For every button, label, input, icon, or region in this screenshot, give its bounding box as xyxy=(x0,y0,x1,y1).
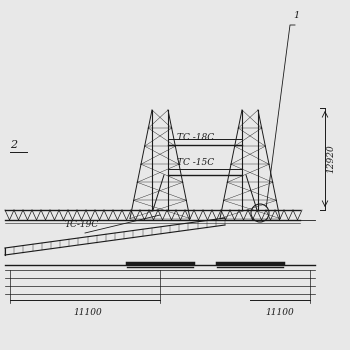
Text: 11100: 11100 xyxy=(266,308,294,317)
Text: TC-19C: TC-19C xyxy=(65,220,99,229)
Text: 2: 2 xyxy=(10,140,17,150)
Text: 12920: 12920 xyxy=(327,145,336,173)
Text: TC -18C: TC -18C xyxy=(177,133,214,142)
Text: 1: 1 xyxy=(293,11,299,20)
Text: TC -15C: TC -15C xyxy=(177,158,214,167)
Text: 11100: 11100 xyxy=(73,308,102,317)
